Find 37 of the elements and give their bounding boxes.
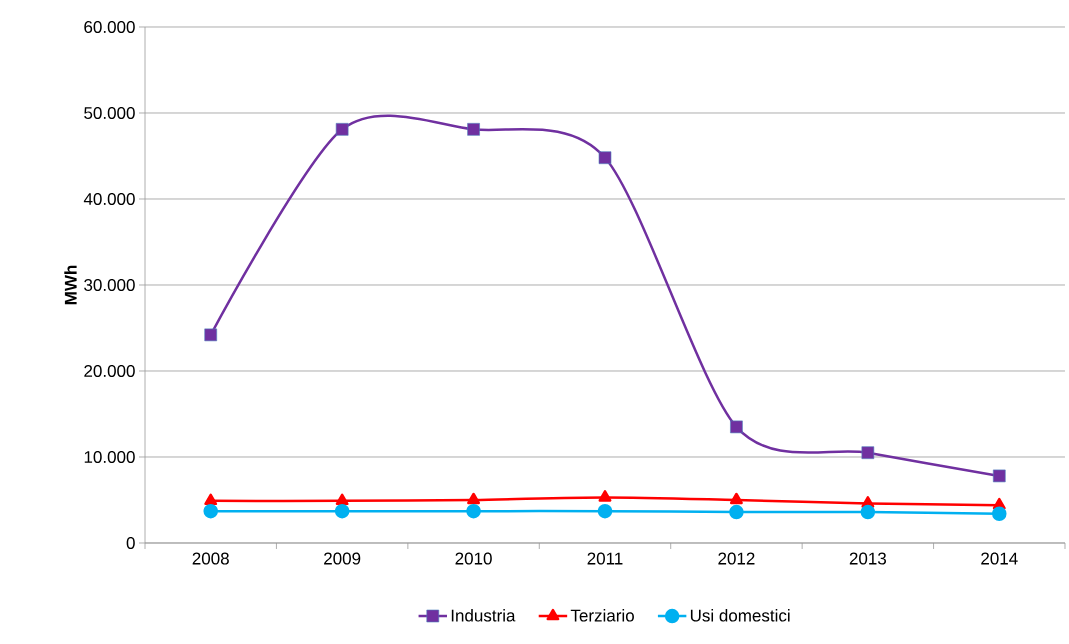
point	[467, 123, 480, 136]
y-tick-label: 10.000	[84, 450, 135, 464]
point	[992, 506, 1007, 521]
x-tick-label: 2010	[455, 552, 492, 565]
point	[466, 503, 481, 519]
x-tick-label: 2012	[718, 552, 755, 565]
point	[203, 503, 218, 519]
point	[334, 503, 350, 519]
point	[598, 151, 612, 165]
point	[992, 469, 1006, 483]
x-tick-label: 2011	[587, 552, 623, 565]
y-axis-title: MWh	[64, 265, 77, 305]
point	[204, 328, 218, 342]
point	[861, 446, 875, 459]
point	[204, 493, 218, 506]
x-tick-label: 2013	[849, 552, 887, 565]
y-tick-label: 60.000	[84, 20, 135, 34]
point	[860, 504, 876, 520]
x-tick-label: 2014	[981, 552, 1018, 565]
point	[730, 420, 743, 434]
y-tick-label: 20.000	[84, 364, 135, 378]
point	[598, 490, 612, 502]
point	[335, 493, 349, 506]
y-tick-label: 0	[126, 536, 135, 550]
point	[597, 503, 613, 519]
legend-label: Terziario	[570, 609, 634, 622]
y-tick-label: 50.000	[84, 106, 135, 120]
legend-label: Industria	[451, 609, 516, 622]
y-tick-label: 30.000	[84, 278, 135, 292]
legend-label: Usi domestici	[690, 609, 790, 622]
y-tick-label: 40.000	[83, 192, 135, 206]
x-tick-label: 2008	[192, 552, 229, 565]
point	[335, 123, 349, 136]
point	[729, 492, 743, 505]
x-tick-label: 2009	[324, 552, 361, 565]
point	[729, 504, 744, 520]
point	[467, 492, 481, 505]
